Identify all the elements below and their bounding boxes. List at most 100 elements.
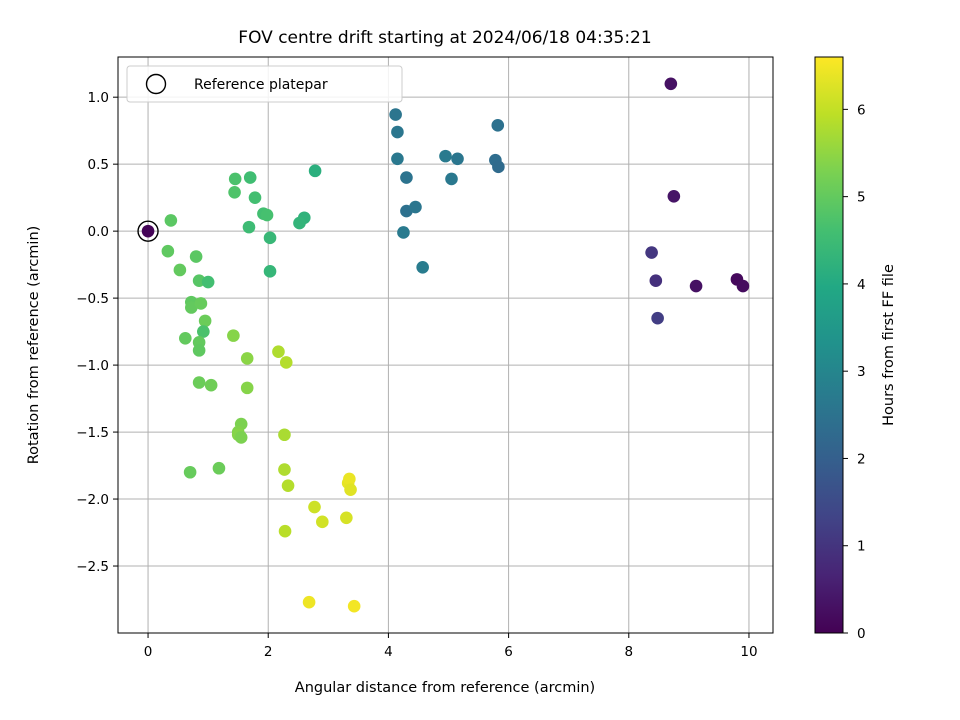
colorbar-tick-label: 1: [857, 539, 866, 555]
data-point: [316, 515, 329, 529]
y-tick-label: 0.5: [88, 157, 109, 173]
data-point: [343, 472, 356, 486]
chart-title: FOV centre drift starting at 2024/06/18 …: [238, 28, 651, 48]
data-point: [667, 190, 681, 203]
data-point: [192, 344, 206, 357]
data-point: [340, 511, 353, 525]
data-point: [400, 171, 413, 184]
colorbar-ticks: 0 1 2 3 4 5 6: [843, 102, 866, 642]
data-point: [649, 274, 663, 288]
legend-marker-icon: [145, 73, 167, 95]
data-point: [278, 524, 292, 538]
legend-box: [126, 65, 403, 103]
data-point: [416, 261, 429, 274]
data-point: [179, 332, 192, 345]
colorbar-tick-label: 4: [857, 277, 866, 293]
colorbar-tick-label: 2: [857, 451, 866, 467]
data-point: [263, 265, 277, 278]
data-point: [173, 263, 187, 277]
data-point: [198, 314, 212, 328]
y-tick-label: −2.5: [76, 559, 109, 575]
x-tick-label: 2: [264, 644, 273, 660]
plot-area-frame: [117, 56, 774, 634]
y-tick-label: −1.5: [76, 425, 109, 441]
y-axis-ticks: −2.5 −2.0 −1.5 −1.0 −0.5 0.0 0.5 1.0: [76, 90, 118, 575]
data-point: [389, 108, 402, 121]
colorbar-tick-label: 5: [857, 190, 866, 206]
data-point: [164, 214, 178, 227]
x-tick-label: 6: [504, 644, 513, 660]
data-point: [651, 311, 664, 325]
data-point: [278, 428, 291, 442]
y-tick-label: −2.0: [76, 492, 109, 508]
data-point: [228, 172, 242, 186]
data-point: [227, 329, 240, 342]
x-tick-label: 10: [740, 644, 757, 660]
data-point: [308, 500, 321, 514]
data-point: [240, 352, 254, 365]
data-point: [228, 185, 241, 199]
data-point: [141, 224, 155, 238]
data-point: [491, 119, 505, 132]
data-point: [263, 231, 277, 245]
data-point: [689, 279, 703, 293]
x-tick-label: 8: [624, 644, 633, 660]
data-point: [293, 216, 306, 230]
data-point: [185, 301, 198, 314]
grid-lines: [118, 57, 773, 633]
data-point: [161, 244, 175, 258]
data-points: [141, 77, 750, 613]
data-point: [194, 297, 208, 310]
data-point: [397, 226, 410, 239]
data-point: [302, 595, 316, 609]
data-point: [308, 164, 322, 178]
colorbar-gradient: [814, 56, 844, 634]
data-point: [278, 463, 291, 476]
data-point: [240, 381, 254, 395]
data-point: [445, 172, 458, 186]
data-point: [243, 171, 257, 184]
data-point: [212, 461, 226, 475]
data-point: [645, 246, 658, 259]
data-point: [204, 378, 218, 392]
data-point: [260, 208, 274, 222]
x-axis-label: Angular distance from reference (arcmin): [295, 680, 595, 696]
y-tick-label: 1.0: [88, 90, 109, 106]
colorbar: 0 1 2 3 4 5 6 Hours from first FF file: [814, 56, 897, 642]
x-tick-label: 4: [384, 644, 393, 660]
colorbar-tick-label: 3: [857, 364, 866, 380]
data-point: [242, 220, 256, 234]
data-point: [279, 356, 293, 369]
data-point: [391, 152, 404, 166]
data-point: [201, 275, 215, 289]
data-point: [344, 483, 357, 496]
data-point: [234, 431, 248, 444]
data-point: [347, 599, 361, 613]
y-tick-label: −1.0: [76, 358, 109, 374]
data-point: [492, 160, 505, 174]
colorbar-tick-label: 6: [857, 102, 866, 118]
data-point: [272, 345, 285, 358]
data-point: [183, 465, 197, 479]
data-point: [248, 191, 262, 204]
data-point: [281, 479, 295, 492]
data-point: [189, 250, 203, 263]
data-point: [736, 279, 750, 293]
legend: Reference platepar: [126, 65, 403, 103]
legend-label: Reference platepar: [194, 77, 328, 93]
y-tick-label: −0.5: [76, 291, 109, 307]
reference-marker: [137, 220, 159, 242]
data-point: [197, 325, 210, 338]
data-point: [439, 149, 452, 163]
x-axis-ticks: 0 2 4 6 8 10: [144, 633, 758, 660]
y-axis-label: Rotation from reference (arcmin): [26, 226, 42, 465]
data-point: [192, 376, 206, 389]
y-tick-label: 0.0: [88, 224, 109, 240]
data-point: [391, 125, 404, 139]
data-point: [409, 200, 422, 214]
colorbar-tick-label: 0: [857, 626, 866, 642]
reference-marker-layer: [137, 220, 159, 242]
colorbar-label: Hours from first FF file: [881, 264, 897, 426]
data-point: [664, 77, 678, 91]
